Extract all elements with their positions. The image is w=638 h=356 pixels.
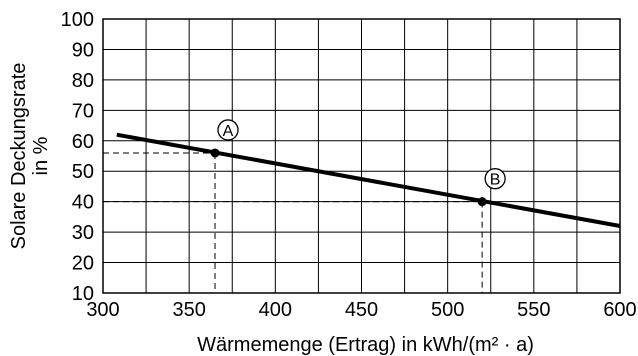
x-tick-label: 600 [603,299,636,321]
y-axis-title: Solare Deckungsratein % [8,63,52,250]
marker-points: AB [210,119,506,207]
x-tick-label: 400 [259,299,292,321]
x-tick-labels: 300 350 400 450 500 550 600 [86,299,636,321]
series-lines [116,132,621,228]
y-tick-label: 20 [72,253,94,275]
x-tick-label: 550 [517,299,550,321]
series-line [116,132,621,228]
grid [102,18,621,294]
y-tick-labels: 10 20 30 40 50 60 70 80 90 100 [61,9,94,305]
x-tick-label: 450 [345,299,378,321]
y-axis-title-line: in % [30,136,52,175]
y-tick-label: 40 [72,192,94,214]
marker-guides [103,152,483,293]
x-tick-label: 500 [431,299,464,321]
y-tick-label: 90 [72,39,94,61]
marker-label: A [223,123,234,140]
y-axis-title-line: Solare Deckungsrate [8,63,30,250]
x-tick-label: 300 [86,299,119,321]
y-tick-label: 10 [72,283,94,305]
x-axis-title: Wärmemenge (Ertrag) in kWh/(m² · a) [197,334,534,356]
x-tick-label: 350 [172,299,205,321]
y-tick-label: 70 [72,100,94,122]
y-tick-label: 30 [72,222,94,244]
data-point-marker [210,148,220,158]
y-tick-label: 60 [72,131,94,153]
y-tick-label: 50 [72,161,94,183]
y-tick-label: 80 [72,70,94,92]
data-point-marker [477,197,487,207]
y-tick-label: 100 [61,9,94,31]
plot-frame [102,18,621,294]
marker-label: B [490,172,501,189]
marker-label-circle [217,119,239,141]
marker-label-circle [484,168,506,190]
